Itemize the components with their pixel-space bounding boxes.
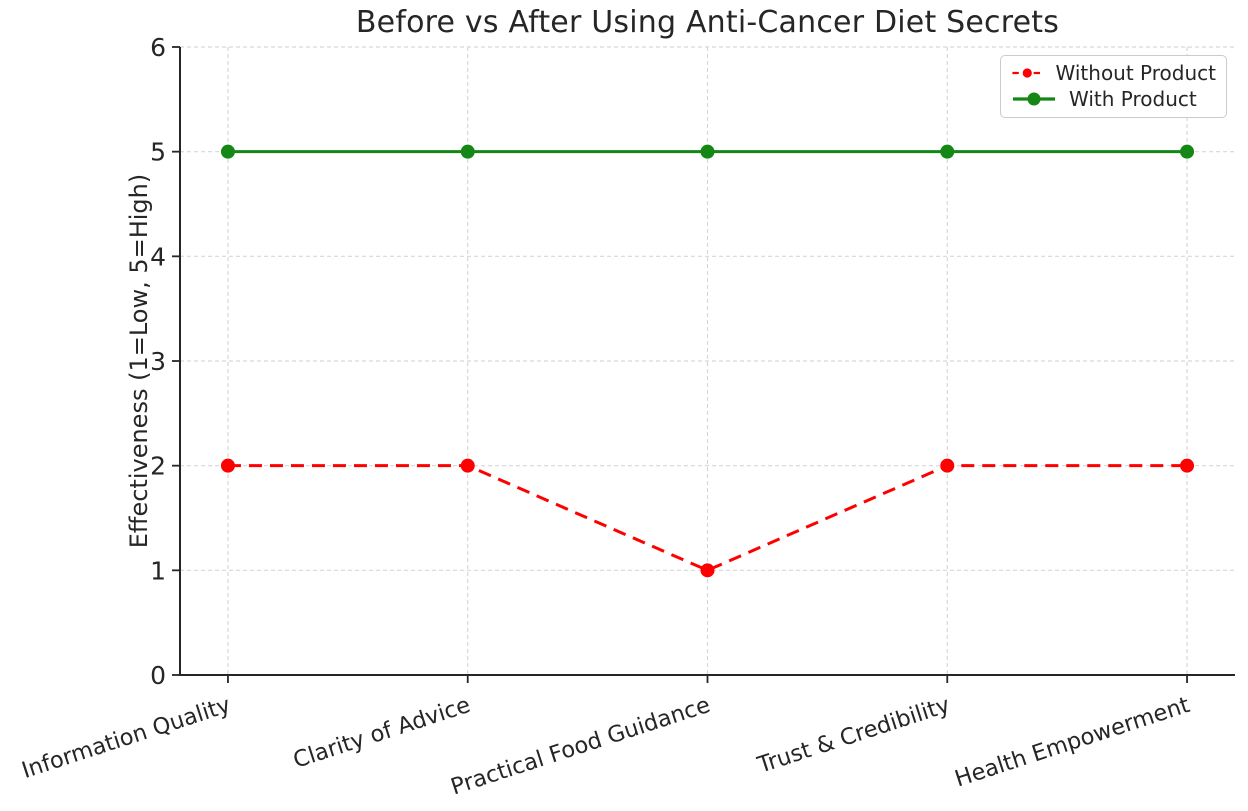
x-tick-label: Trust & Credibility [754, 692, 954, 779]
legend-sample-dashed-line-icon [1012, 68, 1043, 78]
legend-label: With Product [1069, 87, 1197, 111]
x-tick-label: Health Empowerment [952, 692, 1193, 793]
y-tick-label: 3 [150, 347, 166, 376]
data-point-marker [460, 144, 475, 159]
x-tick-label: Clarity of Advice [290, 692, 473, 774]
data-point-marker [220, 458, 235, 473]
legend-sample-solid-line-icon [1013, 92, 1055, 106]
x-tick-label: Practical Food Guidance [448, 692, 714, 800]
y-tick-label: 0 [150, 661, 166, 690]
y-tick-label: 6 [150, 33, 166, 62]
legend: Without Product With Product [1000, 55, 1227, 118]
y-axis-label: Effectiveness (1=Low, 5=High) [125, 173, 153, 549]
chart-title: Before vs After Using Anti-Cancer Diet S… [355, 5, 1060, 40]
data-point-marker [700, 144, 715, 159]
x-tick-label: Information Quality [19, 692, 234, 784]
data-point-marker [1180, 144, 1195, 159]
data-point-marker [940, 144, 955, 159]
y-tick-label: 4 [150, 242, 166, 271]
data-point-marker [1180, 458, 1195, 473]
data-point-marker [220, 144, 235, 159]
y-tick-label: 2 [150, 452, 166, 481]
data-point-marker [700, 563, 715, 578]
legend-item-without-product: Without Product [1011, 61, 1216, 85]
y-tick-label: 1 [150, 556, 166, 585]
legend-item-with-product: With Product [1011, 87, 1216, 111]
legend-label: Without Product [1055, 61, 1216, 85]
y-tick-label: 5 [150, 138, 166, 167]
series-line-without-product [227, 464, 1188, 572]
data-point-marker [460, 458, 475, 473]
data-point-marker [940, 458, 955, 473]
